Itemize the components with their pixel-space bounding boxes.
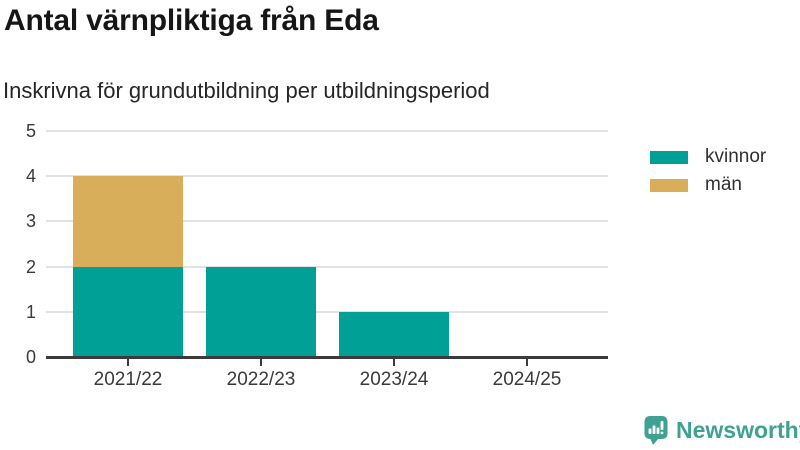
legend-item-man: män <box>650 174 766 195</box>
chart-title: Antal värnpliktiga från Eda <box>4 4 379 37</box>
x-axis-tick-mark <box>393 359 395 366</box>
x-axis-tick-label: 2023/24 <box>359 369 429 390</box>
x-axis-tick-mark <box>127 359 129 366</box>
y-axis-tick-label: 4 <box>25 166 36 187</box>
legend-item-kvinnor: kvinnor <box>650 146 767 167</box>
legend-label: män <box>705 174 742 195</box>
x-axis-line <box>46 356 608 359</box>
gridline <box>46 265 608 268</box>
bar-segment-kvinnor-2022-23 <box>206 266 316 357</box>
legend-swatch <box>650 150 688 164</box>
gridline <box>46 220 608 223</box>
x-axis-tick-label: 2022/23 <box>226 369 296 390</box>
y-axis-tick-label: 3 <box>25 211 36 232</box>
chart-subtitle: Inskrivna för grundutbildning per utbild… <box>3 78 490 103</box>
bar-segment-kvinnor-2021-22 <box>73 266 183 357</box>
gridline <box>46 310 608 313</box>
x-axis-tick-label: 2021/22 <box>93 369 163 390</box>
x-axis-tick-label: 2024/25 <box>492 369 562 390</box>
bar-segment-mn-2021-22 <box>73 176 183 267</box>
bar-segment-kvinnor-2023-24 <box>339 311 449 357</box>
legend-swatch <box>650 178 688 192</box>
newsworthy-logo-text: Newsworthy <box>676 417 800 443</box>
x-axis-tick-mark <box>260 359 262 366</box>
newsworthy-logo[interactable]: Newsworthy <box>644 415 800 446</box>
y-axis-tick-label: 5 <box>25 121 36 141</box>
legend: kvinnor män <box>650 146 767 203</box>
y-axis-tick-label: 2 <box>25 256 36 277</box>
gridline <box>46 175 608 178</box>
x-axis-tick-mark <box>526 359 528 366</box>
gridline <box>46 130 608 132</box>
y-axis-tick-label: 1 <box>25 301 36 322</box>
legend-label: kvinnor <box>705 146 767 167</box>
y-axis-tick-label: 0 <box>25 347 36 367</box>
newsworthy-logo-icon <box>644 416 668 445</box>
